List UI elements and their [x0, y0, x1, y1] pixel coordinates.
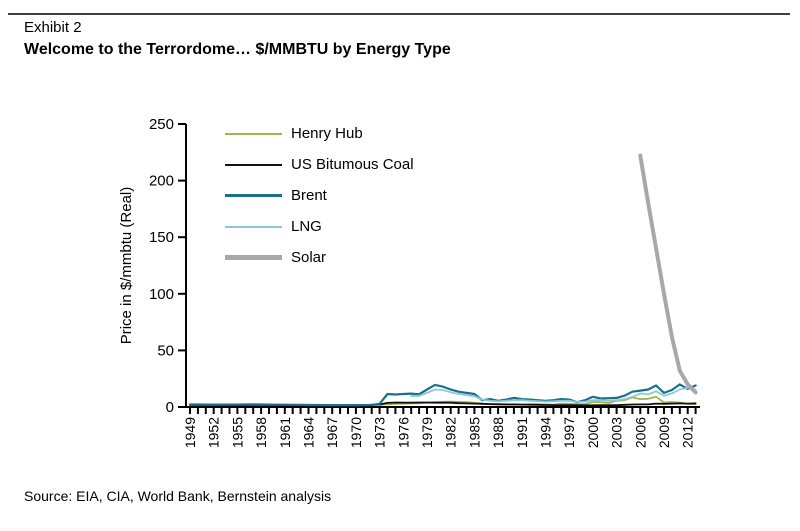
x-tick-label: 2000 — [585, 417, 601, 448]
y-axis-ticks: 0 50 100 150 200 250 — [149, 116, 186, 416]
header-rule — [8, 13, 790, 15]
x-tick-label: 2009 — [656, 417, 672, 448]
x-tick-label: 1991 — [514, 417, 530, 448]
exhibit-title: Welcome to the Terrordome… $/MMBTU by En… — [24, 41, 451, 58]
x-tick-label: 1967 — [324, 417, 340, 448]
x-axis-ticks: 1949 1952 1955 1958 1961 1964 1967 1970 1973 1976… — [182, 407, 697, 448]
x-tick-label: 2006 — [632, 417, 648, 448]
x-tick-label: 1961 — [277, 417, 293, 448]
x-tick-label: 2012 — [680, 417, 696, 448]
legend-label-lng: LNG — [291, 218, 322, 235]
legend-item-us-bitumous-coal: US Bitumous Coal — [225, 149, 414, 180]
legend-item-solar: Solar — [225, 242, 414, 273]
series-line-solar — [638, 153, 698, 395]
series-line-lng — [410, 386, 697, 403]
legend-label-henry-hub: Henry Hub — [291, 125, 363, 142]
legend-swatch-lng — [225, 225, 282, 228]
series-lines — [188, 153, 698, 407]
x-tick-label: 1997 — [561, 417, 577, 448]
x-tick-label: 2003 — [609, 417, 625, 448]
x-tick-label: 1988 — [490, 417, 506, 448]
y-tick-label: 100 — [149, 286, 174, 303]
x-tick-label: 1994 — [538, 417, 554, 448]
y-tick-label: 150 — [149, 229, 174, 246]
legend-label-solar: Solar — [291, 249, 327, 266]
y-tick-label: 50 — [157, 342, 174, 359]
y-axis-title: Price in $/mmbtu (Real) — [118, 187, 135, 345]
chart-legend: Henry Hub US Bitumous Coal Brent LNG Sol… — [225, 118, 414, 273]
x-tick-label: 1979 — [419, 417, 435, 448]
x-tick-label: 1955 — [229, 417, 245, 448]
legend-item-brent: Brent — [225, 180, 414, 211]
legend-swatch-brent — [225, 194, 282, 197]
x-tick-label: 1964 — [301, 417, 317, 448]
y-tick-label: 250 — [149, 116, 174, 133]
legend-swatch-solar — [225, 255, 282, 260]
x-tick-label: 1976 — [395, 417, 411, 448]
x-tick-label: 1970 — [348, 417, 364, 448]
y-tick-label: 0 — [166, 399, 174, 416]
series-line-brent — [188, 383, 697, 407]
legend-swatch-henry-hub — [225, 132, 282, 135]
x-tick-label: 1985 — [466, 417, 482, 448]
legend-label-brent: Brent — [291, 187, 327, 204]
x-tick-label: 1958 — [253, 417, 269, 448]
source-note: Source: EIA, CIA, World Bank, Bernstein … — [24, 488, 332, 504]
exhibit-label: Exhibit 2 — [24, 19, 82, 36]
y-tick-label: 200 — [149, 173, 174, 190]
x-tick-label: 1982 — [443, 417, 459, 448]
legend-swatch-us-bitumous-coal — [225, 163, 282, 166]
x-tick-label: 1952 — [206, 417, 222, 448]
legend-item-henry-hub: Henry Hub — [225, 118, 414, 149]
x-tick-label: 1949 — [182, 417, 198, 448]
legend-label-us-bitumous-coal: US Bitumous Coal — [291, 156, 414, 173]
x-tick-label: 1973 — [372, 417, 388, 448]
legend-item-lng: LNG — [225, 211, 414, 242]
